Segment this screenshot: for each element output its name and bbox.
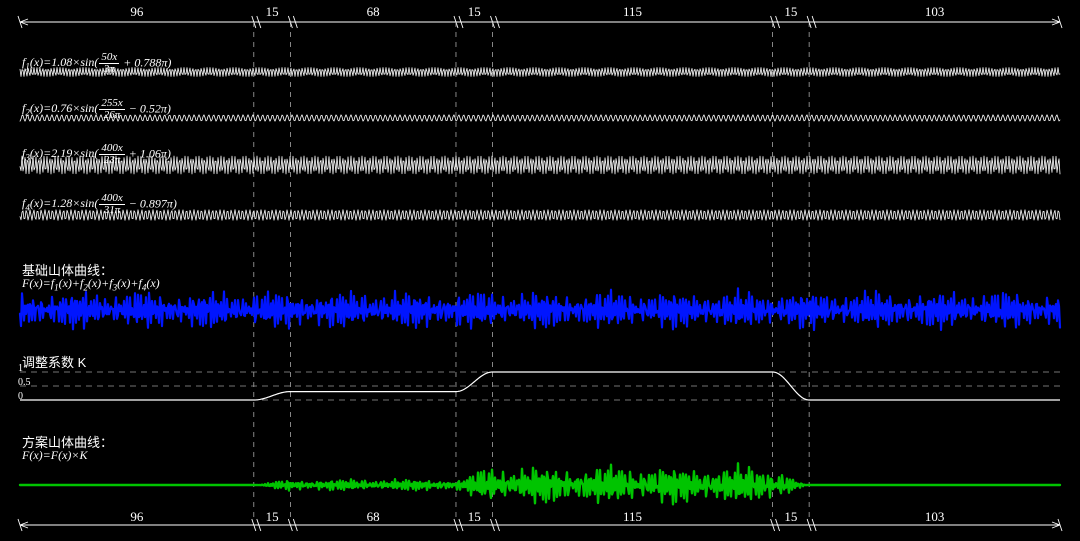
formula-f2: f2(x)=0.76×sin(255x26π − 0.52π) xyxy=(22,98,171,121)
svg-text:15: 15 xyxy=(468,509,481,524)
svg-text:96: 96 xyxy=(130,509,144,524)
k-tick: 0 xyxy=(18,391,23,402)
formula-f1: f1(x)=1.08×sin(50x3π + 0.788π) xyxy=(22,52,171,75)
scheme-curve xyxy=(20,463,1060,504)
svg-text:15: 15 xyxy=(468,4,481,19)
sine-f3 xyxy=(20,156,1060,174)
svg-text:15: 15 xyxy=(266,509,279,524)
svg-text:68: 68 xyxy=(367,509,380,524)
svg-text:96: 96 xyxy=(130,4,144,19)
formula-f4: f4(x)=1.28×sin(400x31π − 0.897π) xyxy=(22,193,177,216)
svg-text:15: 15 xyxy=(784,4,797,19)
base-curve-formula: F(x)=f1(x)+f2(x)+f3(x)+f4(x) xyxy=(22,276,160,292)
base-curve xyxy=(20,288,1060,330)
svg-text:15: 15 xyxy=(266,4,279,19)
k-title: 调整系数 K xyxy=(22,352,86,371)
svg-text:115: 115 xyxy=(623,4,642,19)
svg-text:103: 103 xyxy=(925,4,945,19)
svg-text:15: 15 xyxy=(784,509,797,524)
diagram-stage: 96156815115151039615681511515103 10.50f1… xyxy=(0,0,1080,541)
svg-text:115: 115 xyxy=(623,509,642,524)
svg-text:103: 103 xyxy=(925,509,945,524)
scheme-curve-formula: F(x)=F(x)×K xyxy=(22,448,88,463)
sine-f1 xyxy=(20,68,1060,77)
diagram-svg: 96 15 68 15 115 15 103 96 15 68 15 115 15 103 xyxy=(0,0,1080,541)
sine-f2 xyxy=(20,115,1060,121)
svg-text:68: 68 xyxy=(367,4,380,19)
k-tick: 0.5 xyxy=(18,377,31,388)
formula-f3: f3(x)=2.19×sin(400x23π + 1.06π) xyxy=(22,143,171,166)
